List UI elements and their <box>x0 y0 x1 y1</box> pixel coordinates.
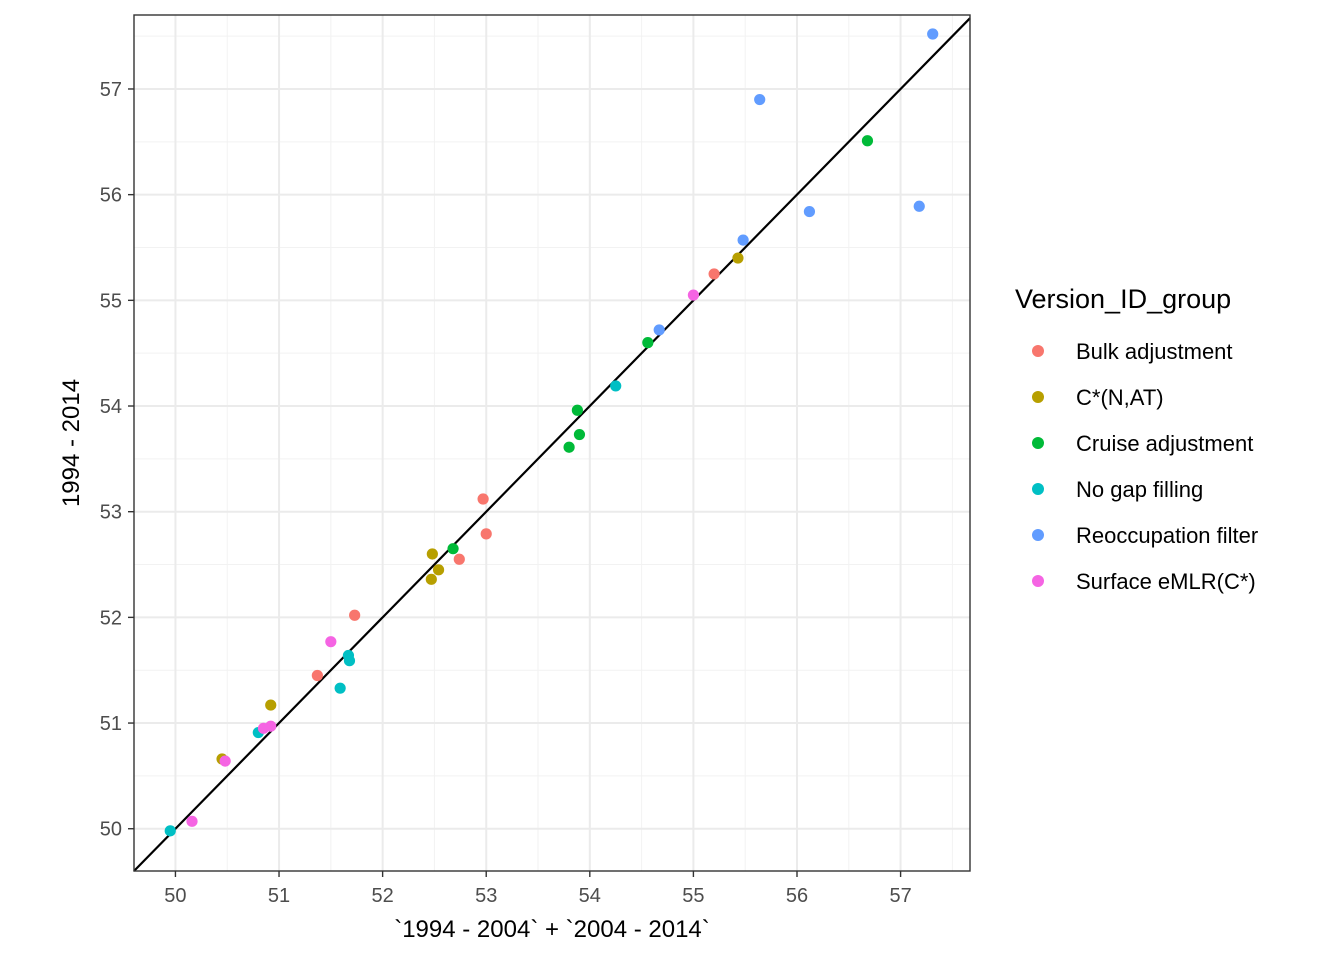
x-tick-label: 50 <box>164 885 186 907</box>
point-no-gap-filling <box>610 380 622 392</box>
point-bulk-adjustment <box>453 553 465 565</box>
point-reoccupation-filter <box>913 200 925 212</box>
point-bulk-adjustment <box>311 669 323 682</box>
y-axis-tick-labels: 50 51 52 53 54 55 56 57 <box>100 79 122 841</box>
y-axis-title: 1994 - 2014 <box>58 379 85 507</box>
point-reoccupation-filter <box>803 205 816 218</box>
y-tick-label: 50 <box>100 819 122 841</box>
x-tick-label: 53 <box>475 885 497 907</box>
legend-key-cruise-adjustment <box>1032 437 1044 449</box>
y-tick-label: 51 <box>100 713 122 735</box>
y-tick-label: 55 <box>100 290 122 312</box>
minor-gridlines <box>134 15 970 871</box>
point-reoccupation-filter <box>653 324 665 336</box>
legend-label-surface-emlr-c: Surface eMLR(C*) <box>1076 569 1256 594</box>
legend-key-bulk-adjustment <box>1032 345 1044 357</box>
legend-label-c-n-at: C*(N,AT) <box>1076 385 1164 410</box>
point-surface-emlr-c <box>219 755 231 767</box>
legend-label-no-gap-filling: No gap filling <box>1076 477 1203 502</box>
x-axis-title: `1994 - 2004` + `2004 - 2014` <box>394 916 710 943</box>
y-tick-label: 52 <box>100 607 122 629</box>
legend-key-surface-emlr-c <box>1032 575 1044 587</box>
x-axis-tick-labels: 50 51 52 53 54 55 56 57 <box>164 885 911 907</box>
point-reoccupation-filter <box>754 93 766 106</box>
point-bulk-adjustment <box>477 493 489 505</box>
legend-key-reoccupation-filter <box>1032 529 1044 541</box>
point-c-n-at <box>425 573 437 585</box>
y-tick-label: 56 <box>100 185 122 207</box>
point-no-gap-filling <box>334 682 346 694</box>
point-cruise-adjustment <box>861 135 874 147</box>
plot-panel-border <box>133 14 971 872</box>
legend-title: Version_ID_group <box>1015 284 1231 314</box>
axis-ticks <box>128 88 902 877</box>
x-tick-label: 54 <box>579 885 601 907</box>
legend-label-cruise-adjustment: Cruise adjustment <box>1076 431 1253 456</box>
point-c-n-at <box>426 548 438 560</box>
point-cruise-adjustment <box>642 337 654 349</box>
legend-key-no-gap-filling <box>1032 483 1044 495</box>
point-bulk-adjustment <box>349 609 361 621</box>
point-bulk-adjustment <box>708 268 720 280</box>
y-tick-label: 57 <box>100 79 122 101</box>
x-tick-label: 51 <box>268 885 290 907</box>
legend-label-reoccupation-filter: Reoccupation filter <box>1076 523 1258 548</box>
point-surface-emlr-c <box>687 289 700 301</box>
point-cruise-adjustment <box>447 543 459 555</box>
y-tick-label: 53 <box>100 502 122 524</box>
point-no-gap-filling <box>164 825 176 837</box>
point-no-gap-filling <box>343 655 356 667</box>
legend-items: Bulk adjustment C*(N,AT) Cruise adjustment… <box>1032 339 1258 594</box>
point-cruise-adjustment <box>571 404 583 416</box>
x-tick-label: 55 <box>682 885 704 907</box>
x-tick-label: 52 <box>371 885 393 907</box>
point-surface-emlr-c <box>257 722 270 734</box>
point-cruise-adjustment <box>573 428 586 441</box>
point-surface-emlr-c <box>325 636 337 648</box>
point-c-n-at <box>432 564 445 576</box>
point-surface-emlr-c <box>186 815 198 827</box>
legend: Version_ID_group Bulk adjustment C*(N,AT)… <box>1015 284 1258 594</box>
data-points <box>164 28 939 837</box>
x-tick-label: 56 <box>786 885 808 907</box>
point-c-n-at <box>732 252 744 264</box>
y-tick-label: 54 <box>100 396 122 418</box>
x-tick-label: 57 <box>889 885 911 907</box>
point-bulk-adjustment <box>480 528 492 540</box>
legend-key-c-n-at <box>1032 391 1044 403</box>
legend-label-bulk-adjustment: Bulk adjustment <box>1076 339 1233 364</box>
point-c-n-at <box>265 699 277 711</box>
point-reoccupation-filter <box>927 28 939 40</box>
point-cruise-adjustment <box>563 441 575 453</box>
major-gridlines <box>134 15 970 871</box>
point-reoccupation-filter <box>737 234 749 246</box>
